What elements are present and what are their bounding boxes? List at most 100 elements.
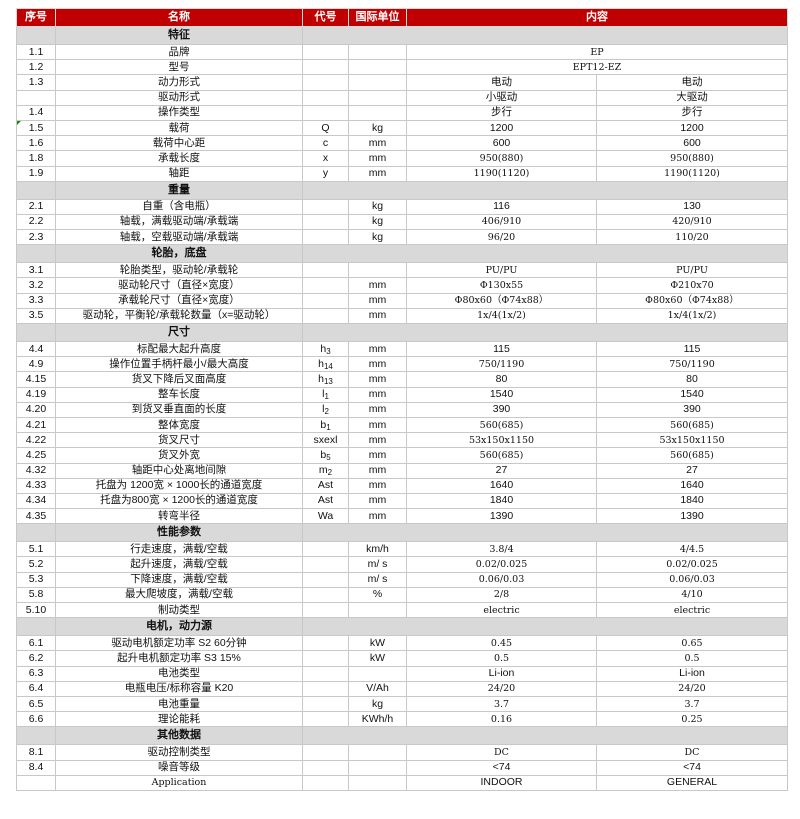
row-code	[302, 759, 349, 776]
row-value-model-2: 560(685)	[596, 447, 788, 464]
row-name: 载荷	[55, 119, 303, 137]
row-value-model-2: PU/PU	[596, 262, 788, 279]
row-value-model-1: 3.7	[406, 695, 597, 713]
row-value-model-2: 1200	[596, 119, 788, 137]
row-value-model-2: 1x/4(1x/2)	[596, 307, 788, 325]
table-row: Application INDOOR GENERAL	[16, 774, 788, 791]
row-no: 5.2	[16, 556, 56, 573]
code-subscript: 2	[324, 407, 329, 417]
row-no: 4.19	[16, 386, 56, 403]
code-base: b	[320, 448, 327, 461]
row-no: 4.22	[16, 432, 56, 449]
row-value-model-2: 110/20	[596, 229, 788, 246]
section-title: 轮胎，底盘	[55, 244, 303, 264]
row-value-model-1: 27	[406, 462, 597, 479]
row-value-model-1: 0.06/0.03	[406, 571, 597, 588]
row-unit	[348, 759, 407, 776]
row-value-model-2: 27	[596, 462, 788, 479]
section-title: 性能参数	[55, 523, 303, 543]
row-value-model-2: 0.65	[596, 635, 788, 652]
row-unit: V/Ah	[348, 680, 407, 697]
row-value-model-1: electric	[406, 601, 597, 619]
row-value-model-1: 53x150x1150	[406, 432, 597, 449]
code-base: h	[318, 357, 324, 370]
row-unit: mm	[348, 462, 407, 479]
table-row: 3.1 轮胎类型，驱动轮/承载轮 PU/PU PU/PU	[16, 262, 788, 279]
row-code: c	[302, 135, 349, 152]
code-subscript: 1	[326, 422, 331, 432]
row-value-model-1: 560(685)	[406, 416, 597, 434]
table-row: 4.9 操作位置手柄杆最小/最大高度 h14 mm 750/1190 750/1190	[16, 356, 788, 373]
row-no: 4.9	[16, 356, 56, 373]
row-name: 起升电机额定功率 S3 15%	[55, 650, 303, 667]
row-value-model-2: 950(880)	[596, 150, 788, 167]
row-name: 噪音等级	[55, 759, 303, 776]
row-value-model-1: 116	[406, 198, 597, 215]
row-code	[302, 635, 349, 652]
row-no: 2.2	[16, 213, 56, 231]
section-fill	[302, 323, 788, 342]
row-name: Application	[55, 774, 303, 791]
table-row: 1.6 载荷中心距 c mm 600 600	[16, 135, 788, 152]
row-value-model-1: 1200	[406, 119, 597, 137]
row-name: 驱动轮，平衡轮/承载轮数量（x=驱动轮）	[55, 307, 303, 325]
row-code	[302, 307, 349, 325]
row-value-model-2: 0.06/0.03	[596, 571, 788, 588]
row-code	[302, 556, 349, 573]
row-unit: mm	[348, 150, 407, 167]
row-unit: mm	[348, 477, 407, 494]
row-no: 6.5	[16, 695, 56, 713]
row-no: 4.4	[16, 340, 56, 358]
row-code	[302, 774, 349, 791]
code-base: x	[322, 151, 329, 164]
table-row: 6.2 起升电机额定功率 S3 15% kW 0.5 0.5	[16, 650, 788, 667]
row-value-model-2: 步行	[596, 104, 788, 121]
row-value-model-2: 1540	[596, 386, 788, 403]
row-no: 6.1	[16, 635, 56, 652]
table-row: 1.3 动力形式 电动 电动	[16, 74, 788, 91]
row-no: 4.20	[16, 401, 56, 418]
section-row: 性能参数	[16, 523, 788, 543]
row-value-model-2: 115	[596, 340, 788, 358]
table-row: 5.10 制动类型 electric electric	[16, 601, 788, 619]
section-no-cell	[16, 726, 56, 746]
code-base: c	[322, 136, 329, 149]
table-row: 1.8 承载长度 x mm 950(880) 950(880)	[16, 150, 788, 167]
table-row: 6.1 驱动电机额定功率 S2 60分钟 kW 0.45 0.65	[16, 635, 788, 652]
row-unit: mm	[348, 292, 407, 309]
table-row: 3.5 驱动轮，平衡轮/承载轮数量（x=驱动轮） mm 1x/4(1x/2) 1x/4(…	[16, 307, 788, 325]
row-no: 4.21	[16, 416, 56, 434]
row-value-model-2: Φ80x60（Φ74x88）	[596, 292, 788, 309]
row-value-model-1: 115	[406, 340, 597, 358]
row-value-model-2: 3.7	[596, 695, 788, 713]
row-no: 6.4	[16, 680, 56, 697]
row-value-model-2: 4/10	[596, 586, 788, 604]
row-value-model-1: 1840	[406, 492, 597, 510]
table-body: 特征 1.1 品牌 EP 1.2 型号 EPT12-EZ 1.3 动力形式 电动 电动 驱动形式 小驱动…	[16, 26, 788, 791]
row-value-model-1: 3.8/4	[406, 541, 597, 558]
row-value-model-2: 4/4.5	[596, 541, 788, 558]
row-unit	[348, 262, 407, 279]
section-row: 特征	[16, 26, 788, 45]
table-row: 4.25 货叉外宽 b5 mm 560(685) 560(685)	[16, 447, 788, 464]
row-unit: kW	[348, 635, 407, 652]
row-code	[302, 680, 349, 697]
row-name: 轴载，满载驱动端/承载端	[55, 213, 303, 231]
row-unit	[348, 59, 407, 76]
header-unit: 国际单位	[348, 8, 407, 27]
row-value-model-1: PU/PU	[406, 262, 597, 279]
section-row: 重量	[16, 180, 788, 200]
row-value-model-2: 0.25	[596, 711, 788, 728]
row-name: 最大爬坡度，满载/空载	[55, 586, 303, 604]
section-fill	[302, 523, 788, 543]
table-row: 3.2 驱动轮尺寸（直径×宽度） mm Φ130x55 Φ210x70	[16, 277, 788, 294]
row-name: 托盘为 1200宽 × 1000长的通道宽度	[55, 477, 303, 494]
table-header-row: 序号 名称 代号 国际单位 内容	[16, 8, 788, 27]
section-no-cell	[16, 323, 56, 342]
row-unit: mm	[348, 432, 407, 449]
row-value-model-1: 96/20	[406, 229, 597, 246]
row-no: 4.25	[16, 447, 56, 464]
row-code	[302, 89, 349, 106]
row-value-model-2: Φ210x70	[596, 277, 788, 294]
